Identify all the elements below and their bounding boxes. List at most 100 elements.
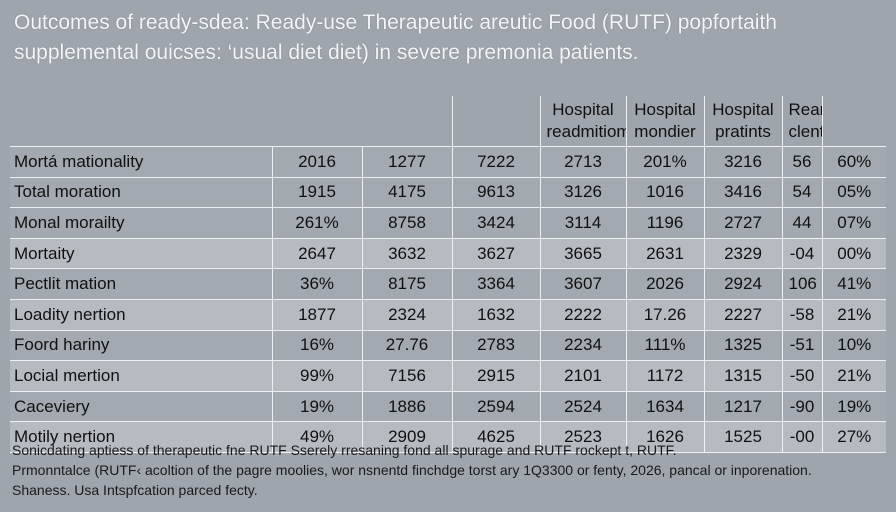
column-header: Hospital pratints [703, 96, 782, 147]
table-cell: 21% [821, 299, 886, 331]
table-cell: 1886 [361, 391, 452, 423]
table-cell: 2101 [539, 360, 626, 392]
table-header-row: Hospital readmitiom Hospital mondier Hospi… [10, 96, 886, 147]
table-cell: -04 [781, 238, 822, 270]
table-cell: 1325 [703, 330, 782, 362]
table-cell: 4625 [451, 421, 540, 453]
table-cell: 2016 [271, 146, 362, 178]
table-row: Pectlit mation 36% 8175 3364 3607 2026 2924 106… [10, 268, 886, 300]
table-cell: 2329 [703, 238, 782, 270]
row-label: Pectlit mation [10, 268, 272, 300]
table-cell: 1877 [271, 299, 362, 331]
table-cell: 2909 [361, 421, 452, 453]
table-cell: 111% [625, 330, 704, 362]
column-header: Hospital readmitiom [539, 96, 626, 147]
table-cell: 3424 [451, 207, 540, 239]
table-row: Locial mertion 99% 7156 2915 2101 1172 1315 -50… [10, 360, 886, 392]
table-row: Mortaity 2647 3632 3627 3665 2631 2329 -04 00% [10, 238, 886, 270]
table-cell: 3114 [539, 207, 626, 239]
table-cell: 2727 [703, 207, 782, 239]
column-header: Hospital mondier [625, 96, 704, 147]
table-cell: 1632 [451, 299, 540, 331]
table-cell: 36% [271, 268, 362, 300]
row-label: Monal morailty [10, 207, 272, 239]
table-cell: 1217 [703, 391, 782, 423]
table-cell: 3665 [539, 238, 626, 270]
column-header [362, 96, 452, 147]
table-cell: -51 [781, 330, 822, 362]
table-cell: 56 [781, 146, 822, 178]
table-cell: 201% [625, 146, 704, 178]
column-header: Reamitsion clent [781, 96, 822, 147]
table-cell: 3607 [539, 268, 626, 300]
table-cell: 99% [271, 360, 362, 392]
table-cell: 00% [821, 238, 886, 270]
table-cell: 21% [821, 360, 886, 392]
table-cell: 1277 [361, 146, 452, 178]
column-header [10, 96, 272, 147]
table-cell: -90 [781, 391, 822, 423]
table-row: Monal morailty 261% 8758 3424 3114 1196 2727 44… [10, 207, 886, 239]
table-cell: 261% [271, 207, 362, 239]
table-cell: 17.26 [625, 299, 704, 331]
table-row: Caceviery 19% 1886 2594 2524 1634 1217 -90 19% [10, 391, 886, 423]
table-cell: 05% [821, 177, 886, 209]
footnote-line-3: Shaness. Usa Intspfcation parced fecty. [12, 482, 258, 498]
table-cell: 1634 [625, 391, 704, 423]
table-cell: 1315 [703, 360, 782, 392]
table-cell: 8175 [361, 268, 452, 300]
table-cell: 3126 [539, 177, 626, 209]
table-cell: 2222 [539, 299, 626, 331]
table-cell: 3416 [703, 177, 782, 209]
table-cell: 07% [821, 207, 886, 239]
table-cell: 1016 [625, 177, 704, 209]
table-row: Mortá mationality 2016 1277 7222 2713 201% 321… [10, 146, 886, 178]
row-label: Loadity nertion [10, 299, 272, 331]
table-cell: -00 [781, 421, 822, 453]
table-cell: 2713 [539, 146, 626, 178]
table-cell: 2631 [625, 238, 704, 270]
outcomes-table: Hospital readmitiom Hospital mondier Hospi… [10, 96, 886, 453]
table-cell: 2924 [703, 268, 782, 300]
column-header [272, 96, 362, 147]
table-cell: 8758 [361, 207, 452, 239]
table-row: Loadity nertion 1877 2324 1632 2222 17.26 2227… [10, 299, 886, 331]
row-label: Foord hariny [10, 330, 272, 362]
table-cell: 27.76 [361, 330, 452, 362]
table-cell: 3632 [361, 238, 452, 270]
row-label: Caceviery [10, 391, 272, 423]
row-label: Locial mertion [10, 360, 272, 392]
table-cell: 4175 [361, 177, 452, 209]
table-cell: 1626 [625, 421, 704, 453]
column-header [451, 96, 540, 147]
table-cell: 2026 [625, 268, 704, 300]
table-cell: -58 [781, 299, 822, 331]
table-cell: 16% [271, 330, 362, 362]
footnote-line-1: Sonicdating aptiess of therapeutic fne R… [12, 442, 677, 458]
footnote: Sonicdating aptiess of therapeutic fne R… [12, 440, 884, 500]
table-cell: 1172 [625, 360, 704, 392]
footnote-line-2: Prmonntalce (RUTF‹ acoltion of the pagre… [12, 462, 812, 478]
table-cell: 10% [821, 330, 886, 362]
table-cell: 9613 [451, 177, 540, 209]
table-cell: 2647 [271, 238, 362, 270]
table-cell: 1915 [271, 177, 362, 209]
table-cell: 2523 [539, 421, 626, 453]
table-cell: 1525 [703, 421, 782, 453]
table-cell: 44 [781, 207, 822, 239]
table-cell: 60% [821, 146, 886, 178]
title-line-1: Outcomes of ready-sdea: Ready-use Therap… [14, 11, 777, 34]
table-cell: 2783 [451, 330, 540, 362]
table-cell: 2915 [451, 360, 540, 392]
table-cell: 106 [781, 268, 822, 300]
table-cell: 2524 [539, 391, 626, 423]
table-cell: -50 [781, 360, 822, 392]
table-cell: 49% [271, 421, 362, 453]
table-cell: 19% [271, 391, 362, 423]
table-cell: 2227 [703, 299, 782, 331]
table-row: Total moration 1915 4175 9613 3126 1016 3416 54… [10, 177, 886, 209]
table-cell: 2594 [451, 391, 540, 423]
table-cell: 3364 [451, 268, 540, 300]
table-row: Foord hariny 16% 27.76 2783 2234 111% 1325 -51 1… [10, 330, 886, 362]
row-label: Total moration [10, 177, 272, 209]
